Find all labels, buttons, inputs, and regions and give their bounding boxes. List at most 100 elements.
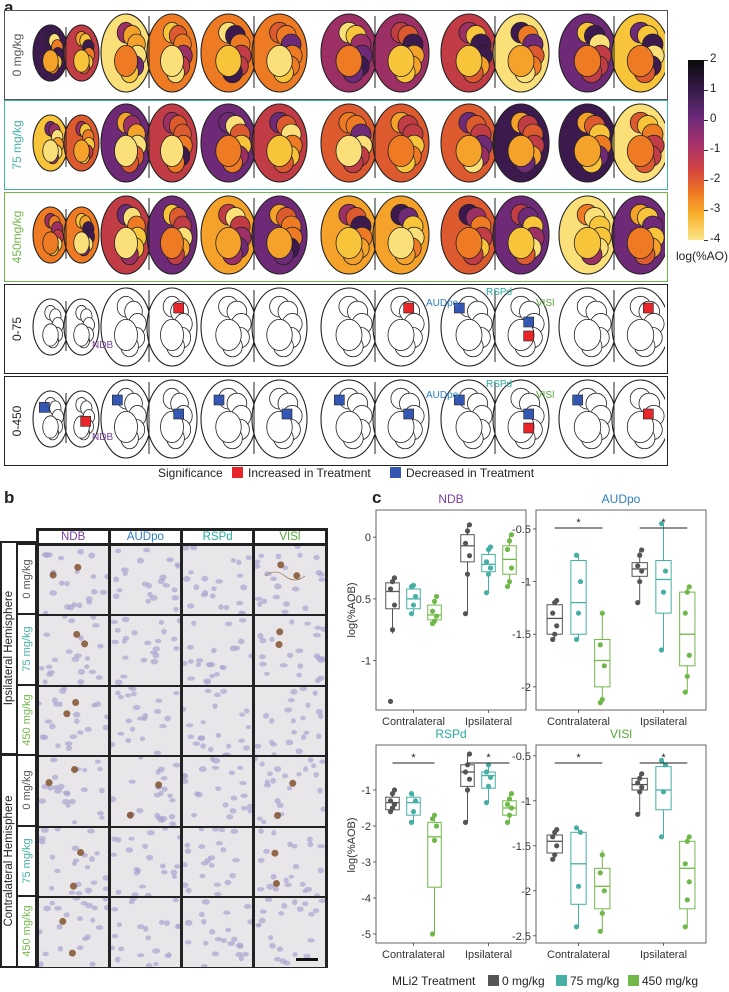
data-point xyxy=(575,610,582,616)
data-point xyxy=(637,552,643,558)
hemisphere-label-ipsilateral: Ipsilateral Hemisphere xyxy=(2,543,16,753)
chart-panel-1: AUDpo -0.5 -1 -1.5 -2 Contralateral Ipsilatera… xyxy=(512,492,707,728)
heatmap-row-3: 0-75 xyxy=(4,284,668,374)
heatmap-row-1: 75 mg/kg xyxy=(4,100,668,190)
dose-label: 450 mg/kg xyxy=(20,694,33,746)
chart-frame xyxy=(375,744,527,944)
box-0-0 xyxy=(546,597,563,643)
data-point xyxy=(508,791,515,797)
data-point xyxy=(464,571,471,577)
dose-label-cell: 450 mg/kg xyxy=(18,897,35,966)
data-point xyxy=(464,787,471,793)
histology-image xyxy=(110,827,180,896)
y-tick-label: -0.5 xyxy=(512,751,531,763)
brain-section-2 xyxy=(200,287,308,367)
region-label-audpo: AUDpo xyxy=(426,298,459,309)
box-0-1 xyxy=(631,771,648,817)
dose-label: 0 mg/kg xyxy=(20,770,33,810)
data-point xyxy=(431,812,438,818)
data-point xyxy=(462,540,469,546)
increased-swatch xyxy=(232,467,243,478)
data-point xyxy=(635,563,641,569)
legend-label: 75 mg/kg xyxy=(570,974,620,988)
data-point xyxy=(639,784,645,790)
chart-frame xyxy=(535,744,707,944)
data-point xyxy=(466,751,473,757)
histology-image xyxy=(38,545,108,614)
data-point xyxy=(391,801,398,807)
data-point xyxy=(552,852,558,858)
brain-sections xyxy=(32,195,665,275)
region-label-rspd: RSPd xyxy=(486,379,513,390)
box-1-0 xyxy=(406,791,421,825)
brain-section-4 xyxy=(440,287,550,367)
box-0-0 xyxy=(546,827,563,862)
brain-section-3 xyxy=(320,379,430,459)
data-point xyxy=(684,589,690,595)
brain-section-1 xyxy=(100,379,198,459)
data-point xyxy=(686,652,692,658)
data-point xyxy=(391,575,398,581)
brain-section-2 xyxy=(200,195,308,275)
heatmap-row-0: 0 mg/kg xyxy=(4,10,668,100)
brain-sections xyxy=(32,287,665,367)
data-point xyxy=(462,611,469,617)
brain-section-2 xyxy=(200,103,308,183)
box-0-1 xyxy=(631,547,648,606)
data-point xyxy=(389,627,396,633)
data-point xyxy=(487,544,494,550)
data-point xyxy=(599,610,605,616)
x-tick-label: Ipsilateral xyxy=(640,716,687,728)
histology-image xyxy=(255,616,325,685)
data-point xyxy=(508,805,515,811)
colorbar-tick-mark xyxy=(704,120,708,121)
data-point xyxy=(639,547,645,553)
histology-image xyxy=(110,757,180,826)
data-point xyxy=(412,798,419,804)
sig-star: * xyxy=(661,517,666,529)
data-point xyxy=(684,673,690,679)
histology-image xyxy=(38,616,108,685)
data-point xyxy=(686,879,692,885)
region-label-rspd: RSPd xyxy=(486,287,513,298)
histology-image xyxy=(110,898,180,967)
data-point xyxy=(433,593,440,600)
data-point xyxy=(550,856,556,862)
histology-image xyxy=(255,545,325,614)
brain-section-2 xyxy=(200,379,308,459)
decreased-swatch xyxy=(390,467,401,478)
data-point xyxy=(686,584,692,590)
heatmap-row-4: 0-450 xyxy=(4,376,668,466)
data-point xyxy=(429,931,436,937)
brain-section-5 xyxy=(558,195,665,275)
data-point xyxy=(504,819,511,825)
data-point xyxy=(483,769,490,775)
brain-section-0 xyxy=(32,390,100,448)
brain-section-1 xyxy=(100,287,198,367)
data-point xyxy=(635,811,641,817)
box-0-0 xyxy=(385,575,400,704)
box-2-1 xyxy=(679,584,696,695)
data-point xyxy=(554,597,560,604)
data-point xyxy=(483,800,490,806)
x-tick-label: Contralateral xyxy=(382,949,445,960)
data-point xyxy=(635,600,641,606)
brain-section-2 xyxy=(200,13,308,93)
x-tick-label: Ipsilateral xyxy=(465,716,512,728)
box-1-1 xyxy=(655,521,672,653)
brain-section-5 xyxy=(558,13,665,93)
data-point xyxy=(408,819,415,825)
box-1-0 xyxy=(406,582,421,617)
legend-swatch xyxy=(556,975,567,986)
colorbar-tick-label: 2 xyxy=(710,53,717,65)
box-1-1 xyxy=(655,757,672,840)
chart-title: NDB xyxy=(438,492,463,506)
chart-title: RSPd xyxy=(435,727,466,741)
region-label-audpo: AUDpo xyxy=(426,390,459,401)
data-point xyxy=(483,590,490,596)
y-tick-label: -1 xyxy=(361,785,371,797)
data-point xyxy=(464,528,471,534)
row-label: 75 mg/kg xyxy=(10,120,24,170)
data-point xyxy=(658,647,665,653)
dose-label: 0 mg/kg xyxy=(20,559,33,599)
